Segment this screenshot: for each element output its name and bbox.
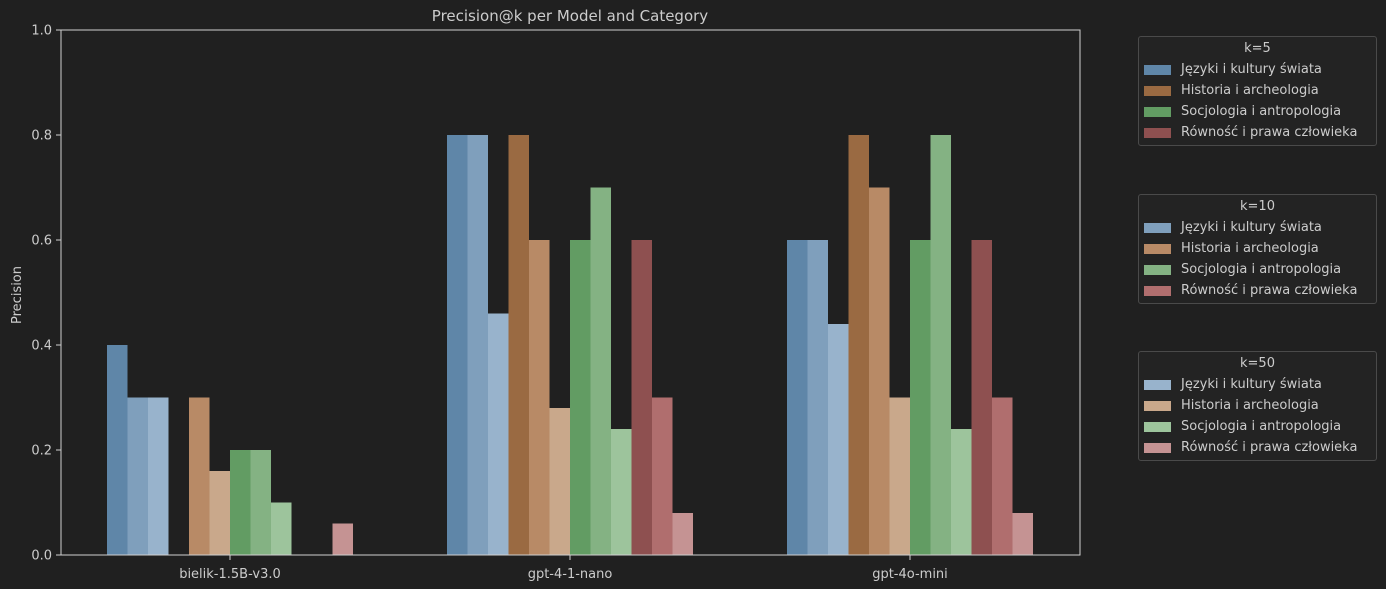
legend-swatch xyxy=(1144,286,1171,296)
legend-title: k=50 xyxy=(1240,356,1275,371)
legend-swatch xyxy=(1144,128,1171,138)
legend-swatch xyxy=(1144,265,1171,275)
y-tick-label: 0.8 xyxy=(31,129,52,144)
legend-title: k=10 xyxy=(1240,199,1275,214)
x-axis-ticks: bielik-1.5B-v3.0 gpt-4-1-nano gpt-4o-mini xyxy=(179,555,948,582)
bar xyxy=(787,240,808,555)
bar xyxy=(848,135,869,555)
y-axis-ticks: 0.0 0.2 0.4 0.6 0.8 1.0 xyxy=(31,24,61,564)
legend-swatch xyxy=(1144,65,1171,75)
legend-label: Języki i kultury świata xyxy=(1181,62,1322,77)
legend-k5: k=5 Języki i kultury świata Historia i arc… xyxy=(1138,36,1377,146)
bar xyxy=(549,408,570,555)
bar xyxy=(971,240,992,555)
legend-label: Historia i archeologia xyxy=(1181,398,1319,413)
bar xyxy=(250,450,271,555)
bar xyxy=(652,397,673,555)
chart-title: Precision@k per Model and Category xyxy=(432,7,709,25)
legend-label: Języki i kultury świata xyxy=(1181,220,1322,235)
legend-label: Równość i prawa człowieka xyxy=(1181,125,1358,140)
bar xyxy=(828,324,849,555)
legend-label: Socjologia i antropologia xyxy=(1181,262,1342,277)
legend-label: Języki i kultury świata xyxy=(1181,377,1322,392)
bar xyxy=(230,450,251,555)
bar xyxy=(447,135,468,555)
bar xyxy=(992,397,1013,555)
bar xyxy=(107,345,128,555)
bar xyxy=(869,187,890,555)
bar xyxy=(1012,513,1033,555)
bar xyxy=(189,397,210,555)
y-axis-label: Precision xyxy=(10,266,25,324)
legend-k50: k=50 Języki i kultury świata Historia i ar… xyxy=(1138,351,1377,461)
bar xyxy=(529,240,550,555)
legend-swatch xyxy=(1144,86,1171,96)
legend-k10: k=10 Języki i kultury świata Historia i ar… xyxy=(1138,194,1377,304)
bar xyxy=(672,513,693,555)
bar xyxy=(590,187,611,555)
legend-label: Historia i archeologia xyxy=(1181,83,1319,98)
legend-swatch xyxy=(1144,380,1171,390)
legend-label: Historia i archeologia xyxy=(1181,241,1319,256)
bar xyxy=(148,397,169,555)
bar xyxy=(951,429,972,555)
bar xyxy=(467,135,488,555)
bar xyxy=(631,240,652,555)
bar xyxy=(930,135,951,555)
legend-label: Socjologia i antropologia xyxy=(1181,419,1342,434)
legend-label: Równość i prawa człowieka xyxy=(1181,283,1358,298)
legend-swatch xyxy=(1144,443,1171,453)
bar xyxy=(570,240,591,555)
x-tick-label: bielik-1.5B-v3.0 xyxy=(179,567,281,582)
legend-swatch xyxy=(1144,244,1171,254)
bar xyxy=(271,502,292,555)
y-tick-label: 0.2 xyxy=(31,444,52,459)
bar xyxy=(508,135,529,555)
x-tick-label: gpt-4-1-nano xyxy=(528,567,613,582)
y-tick-label: 1.0 xyxy=(31,24,52,39)
y-tick-label: 0.6 xyxy=(31,234,52,249)
bar xyxy=(910,240,931,555)
legend-label: Socjologia i antropologia xyxy=(1181,104,1342,119)
bar xyxy=(332,523,353,555)
bar xyxy=(209,471,230,555)
bar xyxy=(127,397,148,555)
y-tick-label: 0.4 xyxy=(31,339,52,354)
bars-group xyxy=(107,135,1033,555)
bar xyxy=(807,240,828,555)
x-tick-label: gpt-4o-mini xyxy=(872,567,948,582)
legend-swatch xyxy=(1144,223,1171,233)
legend-title: k=5 xyxy=(1244,41,1271,56)
legend-swatch xyxy=(1144,401,1171,411)
bar xyxy=(611,429,632,555)
bar xyxy=(488,313,509,555)
legend-swatch xyxy=(1144,107,1171,117)
legend-label: Równość i prawa człowieka xyxy=(1181,440,1358,455)
legend-swatch xyxy=(1144,422,1171,432)
bar xyxy=(889,397,910,555)
y-tick-label: 0.0 xyxy=(31,549,52,564)
